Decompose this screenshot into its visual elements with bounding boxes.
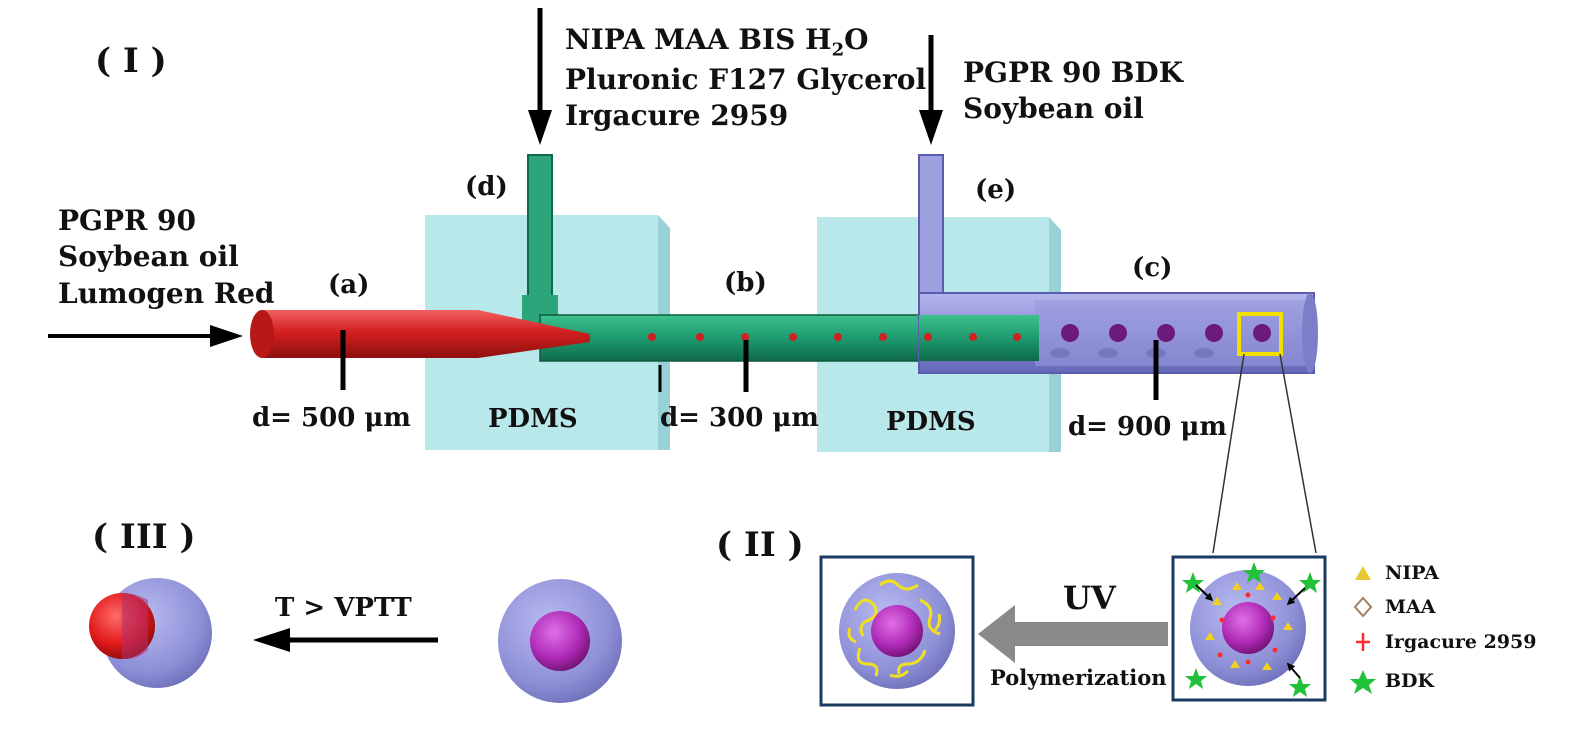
inlet-top-2-label: PGPR 90 BDK Soybean oil [963,55,1183,128]
uv-arrow [978,605,1168,663]
arrow-top-1 [528,8,552,145]
triangle-icon [1355,566,1371,580]
inlet-top-1-line1: NIPA MAA BIS H2O [565,23,869,61]
panel-label-iii: ( III ) [92,517,196,557]
pdms-label-right: PDMS [886,407,976,437]
inlet-channel-d [522,154,558,325]
polymerized-particle-box [819,555,975,707]
droplet-detail-box [1171,555,1327,702]
channel-label-b: (b) [724,268,767,298]
diameter-c: d= 900 μm [1068,412,1227,442]
arrow-vptt [253,628,438,652]
channel-label-a: (a) [328,270,370,300]
diameter-a: d= 500 μm [252,403,411,433]
uv-label: UV [1063,579,1116,617]
panel-label-ii: ( II ) [716,525,804,565]
droplets-small [648,333,1021,341]
highlight-box [1237,312,1283,356]
inlet-left-line3: Lumogen Red [58,276,275,310]
inlet-top-1-line3: Irgacure 2959 [565,99,789,133]
inlet-channel-e [918,154,944,306]
legend-item-maa: MAA [1385,596,1436,618]
panel-label-i: ( I ) [95,41,167,81]
arrow-left [48,325,243,347]
temperature-label: T > VPTT [275,593,412,623]
arrow-top-2 [919,35,943,145]
inlet-top-1-line2: Pluronic F127 Glycerol [565,62,927,96]
inlet-left-label: PGPR 90 Soybean oil Lumogen Red [58,203,275,312]
cross-icon [1356,633,1370,651]
uv-caption: Polymerization [990,665,1167,690]
pdms-label-left: PDMS [488,404,578,434]
star-icon [1350,670,1376,694]
legend-icons [1350,566,1376,694]
inlet-top-1-label: NIPA MAA BIS H2O Pluronic F127 Glycerol … [565,22,926,135]
legend-item-nipa: NIPA [1385,562,1439,584]
droplets-large [1050,324,1271,358]
diameter-b: d= 300 μm [660,403,819,433]
legend-item-bdk: BDK [1385,670,1435,692]
diamond-icon [1353,596,1373,618]
janus-particle [89,578,212,688]
inlet-top-2-line2: Soybean oil [963,92,1144,126]
legend-item-irgacure: Irgacure 2959 [1385,631,1537,653]
inlet-left-line1: PGPR 90 [58,204,197,237]
channel-label-e: (e) [975,175,1017,205]
channel-label-d: (d) [465,172,508,202]
channel-label-c: (c) [1132,253,1173,283]
core-shell-particle [498,579,622,703]
inlet-left-line2: Soybean oil [58,240,239,274]
inlet-top-2-line1: PGPR 90 BDK [963,56,1184,89]
